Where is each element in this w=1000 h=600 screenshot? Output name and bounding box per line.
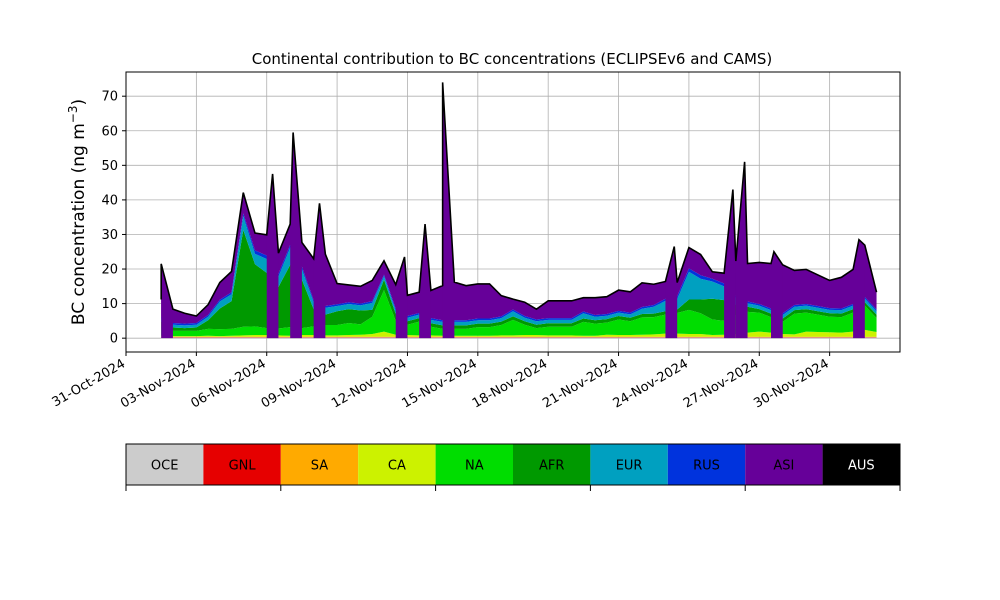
y-axis-label-close: ) [69,99,89,106]
legend-label: RUS [693,459,720,474]
chart-title: Continental contribution to BC concentra… [252,50,773,68]
peak-spike [419,224,431,339]
legend-label: GNL [229,459,257,474]
legend-swatch-afr [513,444,591,485]
area-asi [161,192,877,324]
legend-label: CA [388,459,406,474]
x-tick-label: 15-Nov-2024 [400,356,480,411]
x-tick-label: 09-Nov-2024 [259,356,339,411]
legend-swatch-eur [590,444,668,485]
x-tick-label: 30-Nov-2024 [751,356,831,411]
peak-spike [771,251,783,339]
legend-swatch-ca [358,444,436,485]
area-ca [161,329,877,337]
peak-spike [724,189,736,339]
y-axis-label-superscript: −3 [66,105,80,123]
legend-label: NA [465,459,484,474]
x-axis: 31-Oct-202403-Nov-202406-Nov-202409-Nov-… [50,352,832,411]
total-line [160,82,878,317]
peak-spike [735,161,748,339]
x-tick-label: 03-Nov-2024 [118,356,198,411]
x-tick-label: 18-Nov-2024 [470,356,550,411]
area-oce [161,337,877,339]
x-tick-label: 21-Nov-2024 [540,356,620,411]
peak-spike [442,82,455,339]
legend-swatch-na [435,444,513,485]
legend-label: OCE [151,459,179,474]
total-outline [160,82,878,317]
legend-label: AFR [539,459,564,474]
y-tick-label: 10 [101,297,118,312]
legend-swatch-sa [280,444,359,485]
x-tick-label: 12-Nov-2024 [329,356,409,411]
peak-spike [313,203,326,339]
y-tick-label: 60 [101,124,118,139]
legend-colorbar: OCE GNL SA CA NA AFR EUR RUS ASI AUS [125,443,901,491]
area-afr [161,229,877,331]
x-tick-label: 31-Oct-2024 [50,356,128,410]
legend-label: AUS [848,459,875,474]
area-na [161,290,877,337]
legend-swatch-gnl [203,444,281,485]
y-axis: 0 10 20 30 40 50 60 70 [101,90,126,347]
peak-spike [665,246,678,339]
y-tick-label: 20 [101,263,118,278]
legend-frame [125,443,901,486]
y-axis-label: BC concentration (ng m−3) [66,99,89,325]
legend-swatch-asi [745,444,823,485]
legend-swatch-aus [822,444,900,485]
peak-spike [161,263,173,339]
y-tick-label: 40 [101,193,118,208]
x-tick-label: 27-Nov-2024 [681,356,761,411]
y-tick-label: 50 [101,159,118,174]
legend-swatch-oce [126,444,204,485]
y-tick-label: 0 [110,332,118,347]
legend-label: ASI [773,459,794,474]
peak-spike [853,239,865,339]
legend-label: EUR [616,459,643,474]
x-tick-label: 24-Nov-2024 [611,356,691,411]
peak-spike [290,132,302,339]
plot-frame [125,71,901,353]
y-axis-label-main: BC concentration (ng m [69,123,89,325]
legend-label: SA [311,459,328,474]
y-tick-label: 70 [101,90,118,105]
y-tick-label: 30 [101,228,118,243]
x-tick-label: 06-Nov-2024 [188,356,268,411]
peak-spike [266,173,279,339]
legend-swatch-rus [667,444,746,485]
